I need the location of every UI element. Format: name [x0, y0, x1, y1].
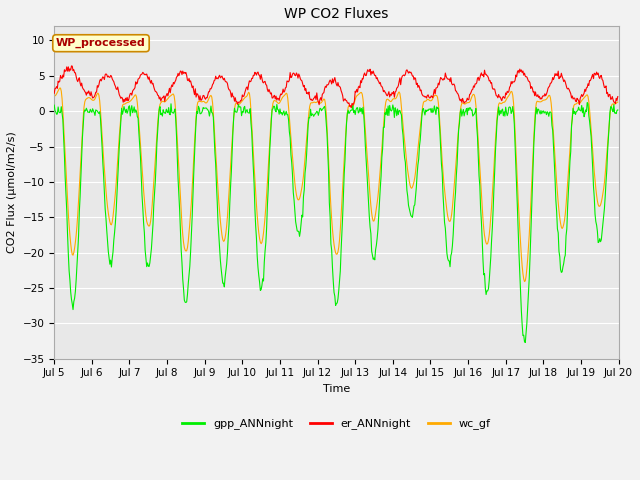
er_ANNnight	[68, 63, 76, 69]
Y-axis label: CO2 Flux (μmol/m2/s): CO2 Flux (μmol/m2/s)	[7, 132, 17, 253]
er_ANNnight	[614, 94, 621, 99]
X-axis label: Time: Time	[323, 384, 350, 394]
gpp_ANNnight	[205, 113, 213, 119]
wc_gf	[206, 93, 214, 99]
gpp_ANNnight	[421, 112, 429, 118]
Line: wc_gf: wc_gf	[54, 88, 618, 282]
er_ANNnight	[61, 67, 68, 72]
er_ANNnight	[51, 90, 58, 96]
gpp_ANNnight	[522, 340, 529, 346]
gpp_ANNnight	[61, 152, 68, 158]
er_ANNnight	[177, 68, 184, 74]
Title: WP CO2 Fluxes: WP CO2 Fluxes	[284, 7, 388, 21]
gpp_ANNnight	[118, 111, 126, 117]
Legend: gpp_ANNnight, er_ANNnight, wc_gf: gpp_ANNnight, er_ANNnight, wc_gf	[177, 414, 495, 434]
er_ANNnight	[422, 95, 430, 101]
wc_gf	[56, 85, 63, 91]
Line: er_ANNnight: er_ANNnight	[54, 66, 618, 108]
Line: gpp_ANNnight: gpp_ANNnight	[54, 103, 618, 343]
wc_gf	[51, 93, 58, 99]
wc_gf	[406, 178, 413, 184]
wc_gf	[61, 153, 69, 159]
gpp_ANNnight	[176, 207, 184, 213]
wc_gf	[614, 99, 621, 105]
gpp_ANNnight	[51, 102, 58, 108]
wc_gf	[177, 194, 184, 200]
gpp_ANNnight	[404, 203, 412, 208]
er_ANNnight	[206, 86, 214, 92]
wc_gf	[119, 101, 127, 107]
er_ANNnight	[348, 105, 355, 110]
gpp_ANNnight	[614, 107, 621, 113]
wc_gf	[521, 279, 529, 285]
gpp_ANNnight	[584, 100, 591, 106]
Text: WP_processed: WP_processed	[56, 38, 146, 48]
er_ANNnight	[406, 70, 414, 76]
er_ANNnight	[119, 99, 127, 105]
wc_gf	[422, 98, 429, 104]
